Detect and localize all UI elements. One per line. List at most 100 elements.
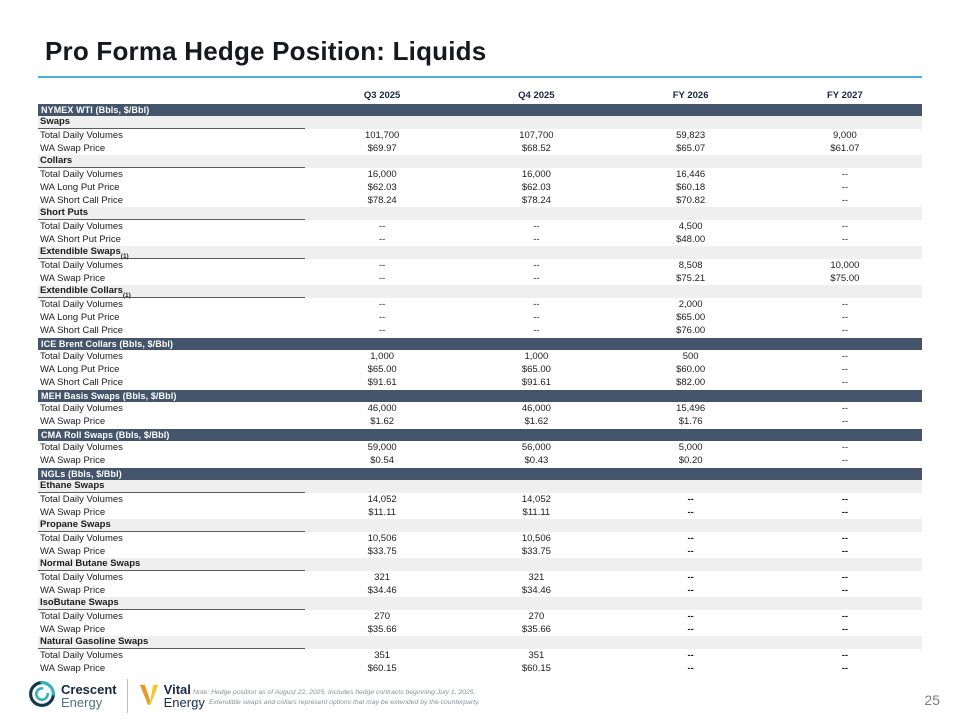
row-label: WA Swap Price bbox=[40, 546, 106, 557]
group-header-row: Collars bbox=[38, 155, 922, 168]
cell-value: -- bbox=[687, 650, 694, 661]
group-header-row: Propane Swaps bbox=[38, 519, 922, 532]
cell-value: 10,506 bbox=[521, 533, 551, 544]
cell-value: -- bbox=[533, 325, 540, 336]
cell-value: 9,000 bbox=[832, 130, 857, 141]
section-header-label: ICE Brent Collars (Bbls, $/Bbl) bbox=[41, 339, 174, 349]
row-label: WA Short Call Price bbox=[40, 195, 124, 206]
cell-value: $35.66 bbox=[367, 624, 397, 635]
cell-value: 16,000 bbox=[521, 169, 551, 180]
cell-value: $91.61 bbox=[367, 377, 397, 388]
group-header-label: Ethane Swaps bbox=[38, 480, 305, 493]
cell-value: -- bbox=[841, 416, 849, 427]
row-label: WA Long Put Price bbox=[40, 312, 120, 323]
cell-value: 59,823 bbox=[676, 130, 706, 141]
cell-value: 4,500 bbox=[678, 221, 703, 232]
cell-value: -- bbox=[378, 260, 386, 271]
group-header-label: Swaps bbox=[38, 116, 305, 129]
cell-value: 16,000 bbox=[367, 169, 397, 180]
cell-value: -- bbox=[841, 572, 849, 583]
table-row: Total Daily Volumes -- -- 4,500 -- bbox=[38, 220, 922, 233]
group-header-row: Short Puts bbox=[38, 207, 922, 220]
group-header-label: Normal Butane Swaps bbox=[38, 558, 305, 571]
cell-value: 101,700 bbox=[364, 130, 400, 141]
group-header-row: Swaps bbox=[38, 116, 922, 129]
table-row: WA Short Call Price $91.61 $91.61 $82.00 -- bbox=[38, 376, 922, 389]
cell-value: $65.00 bbox=[367, 364, 397, 375]
section-header-row: NGLs (Bbls, $/Bbl) bbox=[38, 468, 922, 480]
cell-value: -- bbox=[841, 351, 849, 362]
cell-value: -- bbox=[841, 169, 849, 180]
cell-value: -- bbox=[841, 442, 849, 453]
table-row: WA Swap Price $34.46 $34.46 -- -- bbox=[38, 584, 922, 597]
footnote-note: Note: Hedge position as of August 22, 20… bbox=[193, 688, 476, 696]
table-row: Total Daily Volumes 10,506 10,506 -- -- bbox=[38, 532, 922, 545]
cell-value: -- bbox=[533, 299, 540, 310]
cell-value: $75.21 bbox=[676, 273, 706, 284]
cell-value: $78.24 bbox=[521, 195, 551, 206]
cell-value: $62.03 bbox=[521, 182, 551, 193]
section-header-row: CMA Roll Swaps (Bbls, $/Bbl) bbox=[38, 429, 922, 441]
table-row: WA Swap Price -- -- $75.21 $75.00 bbox=[38, 272, 922, 285]
row-label: WA Short Put Price bbox=[40, 234, 121, 245]
cell-value: -- bbox=[841, 533, 849, 544]
row-label: WA Swap Price bbox=[40, 507, 106, 518]
table-row: Total Daily Volumes 321 321 -- -- bbox=[38, 571, 922, 584]
cell-value: -- bbox=[841, 299, 849, 310]
group-header-label: Extendible Swaps (1) bbox=[38, 246, 305, 260]
table-row: Total Daily Volumes 16,000 16,000 16,446 -- bbox=[38, 168, 922, 181]
cell-value: $78.24 bbox=[367, 195, 397, 206]
cell-value: -- bbox=[687, 585, 694, 596]
group-header-label: Extendible Collars (1) bbox=[38, 285, 305, 299]
section-header-row: ICE Brent Collars (Bbls, $/Bbl) bbox=[38, 338, 922, 350]
cell-value: -- bbox=[687, 663, 694, 674]
footer: Crescent Energy Vital Energy bbox=[0, 670, 960, 720]
cell-value: $60.18 bbox=[676, 182, 706, 193]
cell-value: -- bbox=[841, 312, 849, 323]
cell-value: $34.46 bbox=[367, 585, 397, 596]
cell-value: $82.00 bbox=[676, 377, 706, 388]
cell-value: $61.07 bbox=[830, 143, 860, 154]
cell-value: -- bbox=[687, 624, 694, 635]
row-label: WA Swap Price bbox=[40, 416, 106, 427]
cell-value: -- bbox=[378, 221, 386, 232]
cell-value: -- bbox=[841, 663, 849, 674]
table-row: Total Daily Volumes 270 270 -- -- bbox=[38, 610, 922, 623]
row-label: WA Swap Price bbox=[40, 143, 106, 154]
table-row: WA Swap Price $11.11 $11.11 -- -- bbox=[38, 506, 922, 519]
cell-value: -- bbox=[841, 611, 849, 622]
cell-value: $65.00 bbox=[676, 312, 706, 323]
cell-value: $11.11 bbox=[368, 507, 396, 518]
cell-value: -- bbox=[841, 585, 849, 596]
row-label: Total Daily Volumes bbox=[40, 572, 123, 583]
logo-group: Crescent Energy Vital Energy bbox=[28, 679, 205, 713]
cell-value: 321 bbox=[374, 572, 391, 583]
cell-value: 14,052 bbox=[367, 494, 397, 505]
row-label: WA Swap Price bbox=[40, 663, 106, 674]
cell-value: $60.00 bbox=[676, 364, 706, 375]
crescent-logo-icon bbox=[28, 680, 56, 713]
row-label: WA Short Call Price bbox=[40, 325, 124, 336]
cell-value: -- bbox=[687, 507, 694, 518]
cell-value: $76.00 bbox=[676, 325, 706, 336]
table-row: WA Long Put Price -- -- $65.00 -- bbox=[38, 311, 922, 324]
table-row: Total Daily Volumes 46,000 46,000 15,496 -- bbox=[38, 402, 922, 415]
row-label: WA Short Call Price bbox=[40, 377, 124, 388]
row-label: WA Swap Price bbox=[40, 585, 106, 596]
row-label: Total Daily Volumes bbox=[40, 494, 123, 505]
table-row: Total Daily Volumes 59,000 56,000 5,000 -- bbox=[38, 441, 922, 454]
row-label: Total Daily Volumes bbox=[40, 351, 123, 362]
cell-value: -- bbox=[841, 507, 849, 518]
cell-value: $68.52 bbox=[521, 143, 551, 154]
cell-value: -- bbox=[687, 611, 694, 622]
table-row: WA Swap Price $35.66 $35.66 -- -- bbox=[38, 623, 922, 636]
row-label: WA Swap Price bbox=[40, 455, 106, 466]
group-header-label: Natural Gasoline Swaps bbox=[38, 636, 305, 649]
group-header-row: IsoButane Swaps bbox=[38, 597, 922, 610]
cell-value: 15,496 bbox=[676, 403, 706, 414]
table-row: WA Short Put Price -- -- $48.00 -- bbox=[38, 233, 922, 246]
column-header: Q4 2025 bbox=[518, 90, 555, 101]
cell-value: -- bbox=[841, 494, 849, 505]
group-header-label: IsoButane Swaps bbox=[38, 597, 305, 610]
